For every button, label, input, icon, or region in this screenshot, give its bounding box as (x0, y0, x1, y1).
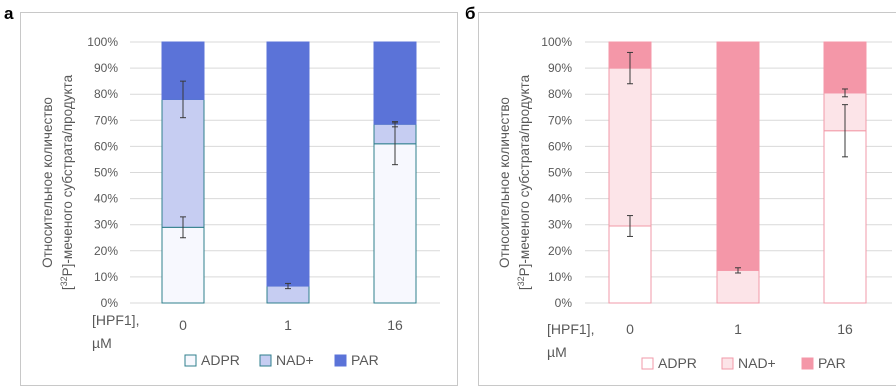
y-tick-label: 70% (94, 113, 118, 127)
x-axis-label-line1: [HPF1], (547, 321, 594, 337)
y-axis-title-line2: [32P]-меченого субстрата/продукта (516, 74, 532, 290)
panel-a-letter: а (4, 4, 14, 23)
y-tick-label: 100% (541, 35, 572, 49)
y-tick-label: 100% (87, 35, 118, 49)
y-tick-label: 30% (94, 218, 118, 232)
y-tick-label: 60% (94, 139, 118, 153)
legend-swatch-adpr (641, 357, 654, 370)
bar-segment-par (716, 41, 760, 271)
legend-label: NAD+ (276, 352, 314, 368)
bar-segment-par (266, 41, 310, 287)
y-tick-label: 10% (94, 270, 118, 284)
bar-segment-adpr (373, 143, 417, 304)
x-category-label: 0 (179, 317, 187, 333)
y-tick-label: 60% (548, 139, 572, 153)
y-tick-label: 0% (101, 296, 119, 310)
y-tick-label: 0% (555, 296, 573, 310)
bar-segment-adpr (823, 130, 867, 304)
bar-segment-nadplus (716, 269, 760, 304)
bar-segment-nadplus (608, 67, 652, 227)
y-tick-label: 20% (548, 244, 572, 258)
y-tick-label: 50% (548, 166, 572, 180)
x-axis-label-line1: [HPF1], (92, 312, 139, 328)
legend-label: PAR (818, 355, 846, 371)
y-tick-label: 40% (94, 192, 118, 206)
y-axis-title-line1: Относительное количество (40, 97, 55, 268)
x-category-label: 16 (837, 321, 853, 337)
y-tick-label: 10% (548, 270, 572, 284)
y-tick-label: 20% (94, 244, 118, 258)
legend-label: PAR (351, 352, 379, 368)
legend-swatch-par (801, 357, 814, 370)
y-tick-label: 90% (548, 61, 572, 75)
y-tick-label: 80% (94, 87, 118, 101)
y-tick-label: 50% (94, 166, 118, 180)
y-tick-label: 30% (548, 218, 572, 232)
y-tick-label: 80% (548, 87, 572, 101)
legend-swatch-adpr (184, 354, 197, 367)
panel-b-letter: б (465, 4, 476, 23)
y-axis-title-line1: Относительное количество (497, 97, 512, 268)
bar-segment-par (823, 41, 867, 94)
x-axis-label-line2: µM (92, 335, 112, 351)
legend-label: ADPR (201, 352, 240, 368)
legend-swatch-nadplus (721, 357, 734, 370)
legend-label: NAD+ (738, 355, 776, 371)
y-axis-title-line2: [32P]-меченого субстрата/продукта (59, 74, 75, 290)
y-tick-label: 90% (94, 61, 118, 75)
y-tick-label: 70% (548, 113, 572, 127)
x-axis-label-line2: µM (547, 344, 567, 360)
legend-swatch-nadplus (259, 354, 272, 367)
x-category-label: 0 (626, 321, 634, 337)
x-category-label: 1 (734, 321, 742, 337)
bar-segment-par (373, 41, 417, 125)
bar-segment-nadplus (161, 98, 205, 228)
legend-label: ADPR (658, 355, 697, 371)
x-category-label: 1 (284, 317, 292, 333)
x-category-label: 16 (387, 317, 403, 333)
legend-swatch-par (334, 354, 347, 367)
bar-segment-adpr (608, 225, 652, 304)
y-tick-label: 40% (548, 192, 572, 206)
